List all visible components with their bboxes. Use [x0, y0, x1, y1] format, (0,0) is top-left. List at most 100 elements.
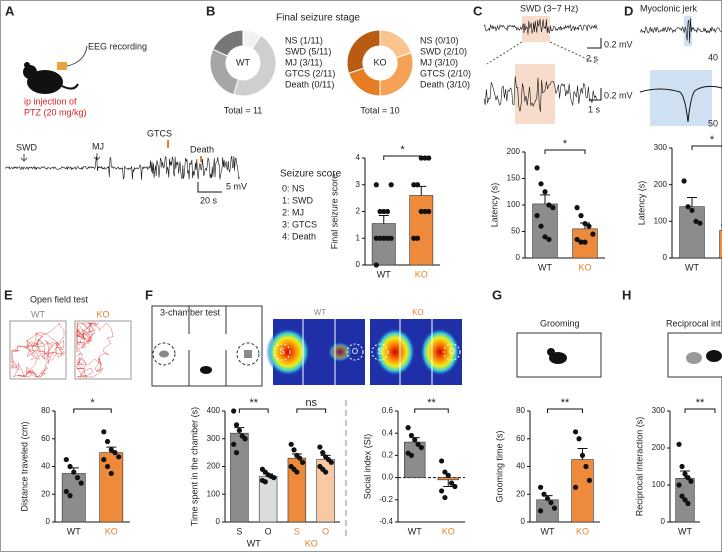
significance-bracket	[238, 408, 269, 413]
track	[76, 322, 114, 378]
y-axis-label: Latency (s)	[636, 181, 646, 226]
y-tick-label: 80	[516, 406, 525, 415]
y-axis-label: Final seizure score	[329, 174, 339, 250]
data-point	[388, 235, 394, 241]
event-label: MJ	[92, 141, 104, 151]
score-title: Seizure score	[280, 169, 342, 180]
center-label: WT	[236, 57, 250, 67]
data-point	[439, 488, 445, 494]
data-point	[317, 444, 323, 450]
x-tick-label: KO	[576, 526, 589, 536]
data-point	[682, 471, 688, 477]
score-item: 3: GTCS	[282, 219, 317, 229]
data-point	[408, 452, 415, 458]
x-tick-label: WT	[67, 526, 81, 536]
data-point	[104, 463, 111, 470]
data-point	[299, 459, 306, 465]
y-tick-label: 100	[652, 480, 666, 489]
heatmap-label: WT	[31, 309, 45, 319]
x-tick-label: KO	[415, 269, 428, 279]
y-tick-label: 0.2	[382, 451, 394, 460]
data-point	[384, 235, 391, 241]
data-point	[388, 182, 394, 188]
significance-bracket	[684, 408, 716, 413]
data-point	[373, 262, 379, 268]
error-bar	[540, 194, 550, 204]
significance-label: ns	[305, 397, 317, 409]
scale-label: 0.2 mV	[604, 39, 633, 49]
data-point	[320, 450, 326, 456]
data-point	[412, 437, 418, 443]
data-point	[231, 408, 237, 414]
heatmap-label: KO	[96, 309, 109, 319]
y-tick-label: 50	[511, 227, 520, 236]
data-point	[411, 182, 417, 188]
data-point	[542, 189, 548, 195]
bar	[371, 223, 396, 266]
data-point	[679, 493, 685, 499]
x-tick-label: WT	[541, 526, 555, 536]
significance-bracket	[383, 155, 422, 160]
y-tick-label: 0.6	[382, 406, 394, 415]
data-point	[534, 213, 540, 219]
data-point	[697, 220, 703, 226]
scale-bar	[587, 38, 602, 101]
panel-title: EEG recording	[88, 41, 147, 51]
data-point	[546, 202, 552, 208]
panel-letter: D	[624, 3, 633, 18]
group-label: WT	[247, 538, 261, 548]
significance-label: *	[90, 397, 95, 409]
heatmap	[266, 319, 462, 385]
eeg-trace	[4, 155, 240, 180]
y-tick-label: -0.4	[379, 517, 393, 526]
chamber-label: S	[377, 347, 382, 356]
y-tick-label: 300	[207, 434, 221, 443]
panel-title: Myoclonic jerk	[640, 3, 698, 13]
panel-title: Open field test	[30, 294, 89, 304]
y-tick-label: 0	[216, 517, 221, 526]
y-tick-label: 100	[654, 216, 668, 225]
panel-letter: A	[5, 3, 15, 18]
panel-letter: G	[492, 287, 502, 302]
data-point	[579, 452, 586, 458]
y-tick-label: 300	[654, 143, 668, 152]
data-point	[537, 484, 544, 490]
total-label: Total = 11	[224, 105, 263, 115]
x-tick-label: S	[294, 526, 300, 536]
bar	[99, 452, 124, 523]
score-item: 1: SWD	[282, 195, 314, 205]
data-point	[67, 463, 73, 470]
data-point	[242, 436, 248, 442]
y-tick-label: 0	[356, 260, 361, 269]
highlight	[515, 64, 555, 124]
y-tick-label: 0	[46, 517, 51, 526]
y-tick-label: 100	[507, 200, 521, 209]
data-point	[582, 239, 588, 245]
data-point	[414, 235, 421, 241]
total-label: Total = 10	[360, 105, 399, 115]
data-point	[328, 459, 334, 465]
highlight	[650, 70, 712, 126]
legend-entry: MJ (3/11)	[285, 57, 322, 67]
data-point	[108, 447, 114, 453]
data-point	[112, 450, 118, 456]
x-tick-label: O	[265, 526, 272, 536]
y-tick-label: 1	[356, 233, 361, 242]
data-point	[546, 236, 552, 243]
data-point	[78, 480, 84, 486]
data-point	[685, 204, 691, 210]
data-point	[452, 483, 458, 490]
significance-label: *	[400, 144, 405, 156]
x-tick-label: WT	[538, 262, 552, 272]
panel-title: Reciprocal int	[666, 318, 721, 328]
y-tick-label: 200	[207, 462, 221, 471]
y-tick-label: 200	[652, 443, 666, 452]
zoom-lines	[486, 41, 599, 65]
data-point	[574, 205, 580, 211]
panel-title: Final seizure stage	[276, 13, 360, 24]
y-tick-label: 0	[516, 253, 521, 262]
data-point	[373, 182, 379, 188]
significance-bracket	[296, 408, 327, 413]
y-tick-label: 200	[654, 180, 668, 189]
data-point	[271, 475, 277, 481]
